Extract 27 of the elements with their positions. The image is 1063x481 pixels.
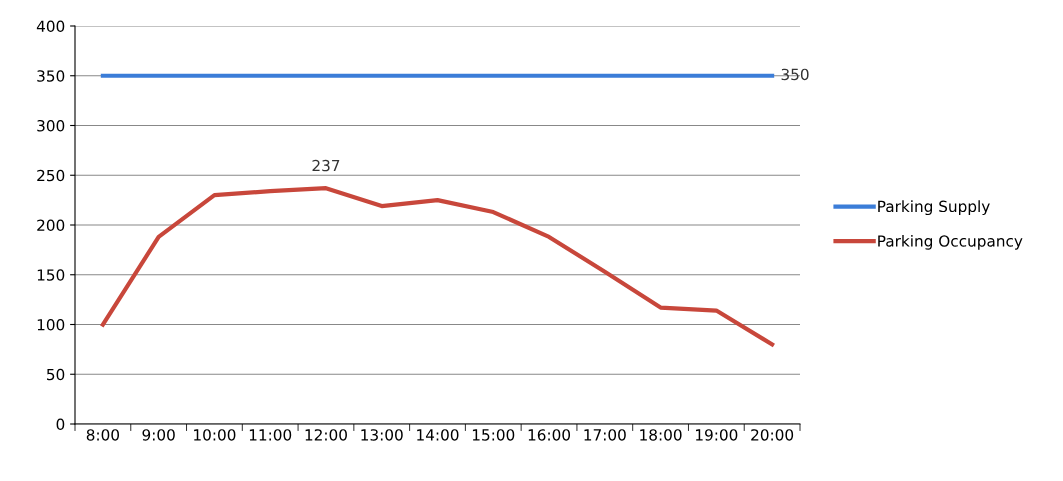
x-tick-label: 15:00 bbox=[472, 429, 515, 441]
y-tick-label: 250 bbox=[37, 169, 65, 182]
legend-label: Parking Occupancy bbox=[878, 234, 1023, 250]
legend-label: Parking Supply bbox=[878, 200, 990, 216]
x-tick-label: 20:00 bbox=[751, 429, 794, 441]
x-tick-label: 19:00 bbox=[696, 429, 738, 441]
x-tick-label: 12:00 bbox=[305, 429, 347, 441]
line-series bbox=[100, 186, 775, 347]
y-tick-label: 300 bbox=[37, 119, 65, 132]
x-tick-label: 18:00 bbox=[640, 429, 682, 441]
y-tick-label: 200 bbox=[37, 219, 65, 232]
x-tick-label: 10:00 bbox=[194, 429, 236, 441]
y-tick-label: 400 bbox=[36, 20, 65, 33]
data-label: 350 bbox=[781, 68, 809, 81]
x-tick-label: 17:00 bbox=[584, 429, 626, 441]
y-tick-label: 100 bbox=[37, 318, 65, 331]
x-tick-label: 11:00 bbox=[249, 429, 292, 441]
x-tick-label: 8:00 bbox=[86, 429, 120, 441]
x-tick-label: 16:00 bbox=[528, 429, 571, 441]
y-tick-label: 0 bbox=[56, 418, 65, 431]
x-tick-label: 13:00 bbox=[361, 429, 403, 441]
y-tick-label: 50 bbox=[47, 368, 65, 381]
data-label: 237 bbox=[312, 159, 340, 172]
x-tick-label: 14:00 bbox=[417, 429, 459, 441]
y-tick-label: 150 bbox=[37, 269, 65, 281]
x-tick-label: 9:00 bbox=[142, 429, 175, 441]
y-tick-label: 350 bbox=[37, 70, 65, 82]
